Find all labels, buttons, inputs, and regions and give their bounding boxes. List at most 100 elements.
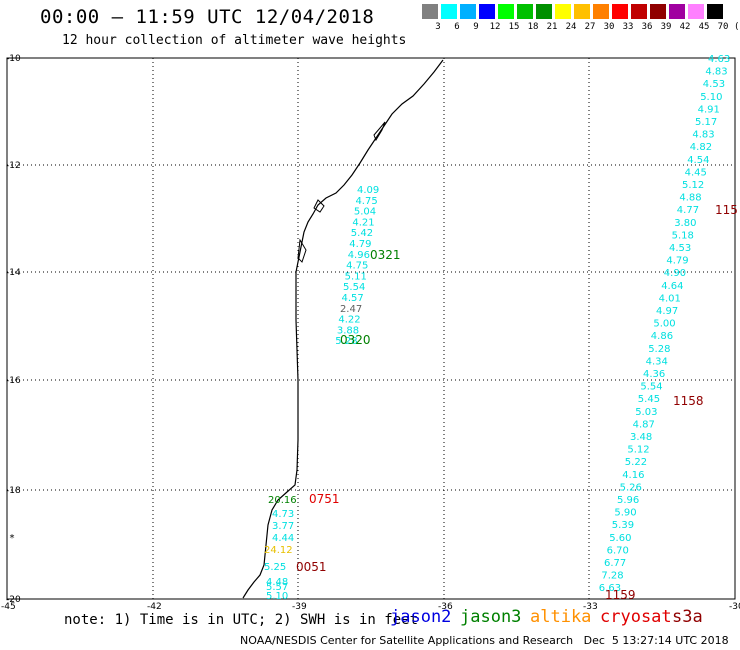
swh-value-label: 4.91 — [698, 104, 720, 115]
swh-value-label: 6.77 — [604, 558, 626, 569]
swh-value-label: 5.03 — [635, 407, 657, 418]
swh-value-label: 5.10 — [266, 591, 288, 602]
swh-value-label: 4.96 — [348, 250, 370, 261]
swh-value-label: 5.39 — [612, 520, 634, 531]
swh-value-label: 4.79 — [349, 239, 371, 250]
swh-value-label: 24.12 — [264, 545, 293, 556]
pass-time-label: 1159 — [605, 588, 636, 602]
color-swatch — [479, 4, 495, 19]
latitude-tick-label: -20 — [6, 595, 21, 605]
swh-value-label: 5.28 — [648, 344, 670, 355]
swh-value-label: 5.12 — [682, 180, 704, 191]
coastline — [242, 59, 444, 599]
swh-value-label: 5.10 — [700, 92, 722, 103]
longitude-tick-label: -39 — [292, 602, 307, 612]
swh-value-label: 4.64 — [661, 281, 683, 292]
swh-value-label: 5.00 — [653, 319, 675, 330]
swh-value-label: 5.54 — [343, 282, 365, 293]
latitude-tick-label: -16 — [6, 376, 21, 386]
swh-value-label: 4.75 — [346, 261, 368, 272]
footer-note: note: 1) Time is in UTC; 2) SWH is in fe… — [64, 612, 419, 628]
longitude-tick-label: -33 — [583, 602, 598, 612]
swh-value-label: 4.16 — [622, 470, 644, 481]
color-swatch — [707, 4, 723, 19]
color-swatch — [688, 4, 704, 19]
latitude-tick-label: -12 — [6, 161, 21, 171]
color-scale-label: 36 — [641, 22, 653, 32]
legend-item-jason2: jason2 — [390, 607, 452, 627]
color-swatch — [574, 4, 590, 19]
grid-lines — [7, 58, 735, 599]
color-scale-label: 24 — [565, 22, 577, 32]
swh-value-label: 3.88 — [337, 325, 359, 336]
legend-item-s3a: s3a — [672, 607, 703, 627]
legend-item-cryosat: cryosat — [600, 607, 672, 627]
latitude-tick-label: -18 — [6, 486, 21, 496]
color-scale-label: 21 — [546, 22, 558, 32]
swh-value-label: 3.80 — [674, 218, 696, 229]
island-mark: * — [9, 533, 15, 544]
swh-value-label: 5.45 — [638, 394, 660, 405]
swh-value-label: 4.53 — [703, 79, 725, 90]
swh-value-label: 5.28 — [335, 336, 357, 347]
color-scale-label: 33 — [622, 22, 634, 32]
color-swatch — [650, 4, 666, 19]
color-scale-label: 70 — [717, 22, 729, 32]
color-swatch — [669, 4, 685, 19]
swh-value-label: 4.09 — [357, 185, 379, 196]
swh-value-label: 5.54 — [640, 382, 662, 393]
longitude-tick-label: -45 — [1, 602, 16, 612]
swh-value-label: 4.79 — [666, 256, 688, 267]
swh-value-label: 3.48 — [630, 432, 652, 443]
swh-value-label: 4.87 — [633, 419, 655, 430]
swh-value-label: 4.53 — [669, 243, 691, 254]
swh-value-label: 4.01 — [659, 293, 681, 304]
color-swatch — [612, 4, 628, 19]
color-swatch — [536, 4, 552, 19]
swh-value-label: 4.77 — [677, 205, 699, 216]
swh-value-label: 5.57 — [266, 582, 288, 593]
color-swatch — [517, 4, 533, 19]
color-scale-label: 45 — [698, 22, 710, 32]
legend-item-altika: altika — [530, 607, 592, 627]
swh-value-label: 5.96 — [617, 495, 639, 506]
swh-value-label: 4.34 — [646, 356, 668, 367]
color-swatch — [441, 4, 457, 19]
swh-value-label: 4.88 — [679, 193, 701, 204]
longitude-tick-label: -30 — [729, 602, 740, 612]
map-title: 00:00 – 11:59 UTC 12/04/2018 — [40, 6, 375, 28]
longitude-tick-label: -36 — [438, 602, 453, 612]
swh-value-label: 4.36 — [643, 369, 665, 380]
swh-value-label: 4.90 — [664, 268, 686, 279]
footer-credit: NOAA/NESDIS Center for Satellite Applica… — [240, 634, 729, 647]
swh-value-label: 5.22 — [625, 457, 647, 468]
swh-value-label: 4.86 — [651, 331, 673, 342]
bay-outline — [297, 121, 386, 263]
swh-value-label: 7.28 — [601, 571, 623, 582]
swh-value-label: 5.25 — [264, 562, 286, 573]
swh-value-label: 5.42 — [351, 228, 373, 239]
swh-value-label: 20.16 — [268, 495, 297, 506]
color-swatch — [498, 4, 514, 19]
color-scale-label: 12 — [489, 22, 501, 32]
color-scale-label: 6 — [454, 22, 460, 32]
swh-value-label: 5.04 — [354, 207, 376, 218]
swh-value-label: 4.63 — [708, 54, 730, 65]
swh-value-label: 4.83 — [705, 67, 727, 78]
color-swatch — [555, 4, 571, 19]
swh-value-label: 6.70 — [607, 545, 629, 556]
swh-value-label: 6.63 — [599, 583, 621, 594]
color-swatch — [460, 4, 476, 19]
swh-value-label: 4.44 — [272, 533, 294, 544]
swh-value-label: 2.47 — [340, 304, 362, 315]
color-scale-label: 9 — [473, 22, 479, 32]
swh-value-label: 5.60 — [609, 533, 631, 544]
latitude-tick-label: -14 — [6, 268, 21, 278]
longitude-tick-label: -42 — [147, 602, 162, 612]
swh-value-label: 4.97 — [656, 306, 678, 317]
swh-value-label: 4.83 — [692, 130, 714, 141]
swh-value-label: 4.54 — [687, 155, 709, 166]
swh-labels: 4.094.755.044.215.424.794.964.755.115.54… — [264, 54, 738, 602]
color-scale-label: 18 — [527, 22, 539, 32]
